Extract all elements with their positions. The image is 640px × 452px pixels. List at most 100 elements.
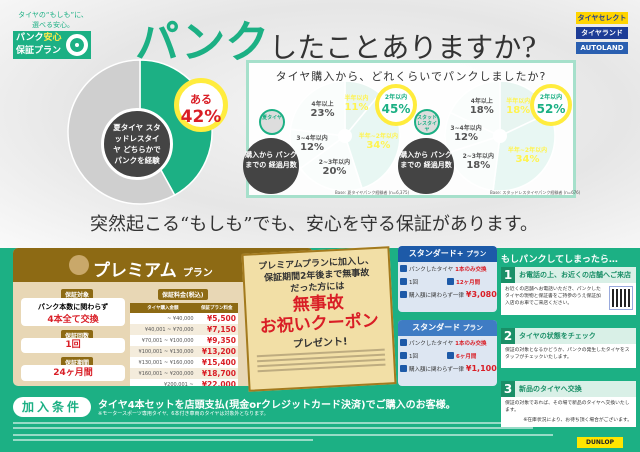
highlight-badge: 2年以内 45% xyxy=(375,84,417,126)
dunlop-logo: DUNLOP xyxy=(577,437,623,448)
center-label: 購入から パンクまでの 経過月数 xyxy=(398,138,454,194)
base-text: Base: スタッドレスタイヤパンク経験者 (n=676) xyxy=(490,190,581,195)
target-icon xyxy=(400,265,407,272)
fee-range: ¥200,001 ~ xyxy=(163,381,194,387)
target-text: パンクしたタイヤ xyxy=(409,266,454,273)
period-value: 24ヶ月間 xyxy=(21,365,125,381)
coupon-ticket: プレミアムプランに加入し、 保証期間2年後まで無事故 だった方には 無事故 お祝いクー… xyxy=(241,246,397,392)
pie-label: 3~4年以内 12% xyxy=(446,124,486,143)
slice-label: 半年以内 xyxy=(506,98,531,106)
pie-label: 4年以上 23% xyxy=(303,100,343,119)
page-title: パンクしたことありますか? xyxy=(135,6,536,70)
standard-plan: スタンダード プラン パンクしたタイヤ 1本のみ交換 1回 6ヶ月間 購入額に関わら… xyxy=(398,320,497,386)
brand-logo: AUTOLAND xyxy=(576,42,628,54)
highlight-label: 2年以内 xyxy=(384,94,408,101)
target-label: 保証対象 xyxy=(61,289,94,300)
slice-label: 半年~2年以内 xyxy=(358,133,398,141)
fee-row: ¥70,001 ~ ¥100,000 ¥9,350 xyxy=(130,335,238,346)
fee-range: ~ ¥40,000 xyxy=(167,315,194,322)
count-label: 保証回数 xyxy=(61,330,94,341)
count-icon xyxy=(400,352,407,359)
highlight-badge: 2年以内 52% xyxy=(530,84,572,126)
tire-type-chip: 夏タイヤ xyxy=(259,109,285,135)
fee-row: ¥160,001 ~ ¥200,000 ¥18,700 xyxy=(130,368,238,379)
fee-row: ¥200,001 ~ ¥22,000 xyxy=(130,379,238,386)
count-value: 1回 xyxy=(409,279,418,286)
fee-icon xyxy=(400,291,407,298)
fee-value: ¥1,100 xyxy=(465,364,497,373)
experience-badge: ある 42% xyxy=(174,78,228,132)
slice-value: 34% xyxy=(366,140,391,152)
slice-value: 34% xyxy=(515,153,540,165)
fee-header: 保証プラン料金 xyxy=(195,303,238,313)
target-icon xyxy=(400,339,407,346)
chip-text: 夏タイヤ xyxy=(262,115,282,121)
step-body: 保証の対象であれば、その場で新品のタイヤへ交換いたします。 xyxy=(505,401,630,413)
fee-text: 購入額に関わらず一律 xyxy=(409,366,464,373)
fee-table: タイヤ購入金額 保証プラン料金 ~ ¥40,000 ¥5,500 ¥40,001 ~ ¥… xyxy=(130,303,238,386)
target-value: 4本全て交換 xyxy=(47,315,99,325)
plan-suffix: プラン xyxy=(466,250,487,258)
fee-header: タイヤ購入金額 xyxy=(130,303,196,313)
premium-title: プレミアム xyxy=(93,261,177,281)
slice-label: 4年以上 xyxy=(470,98,493,106)
slice-value: 18% xyxy=(469,105,494,117)
fee-price: ¥5,500 xyxy=(207,314,236,323)
fee-range: ¥40,001 ~ ¥70,000 xyxy=(130,324,196,335)
count-value: 1回 xyxy=(21,338,125,353)
slice-value: 12% xyxy=(300,142,325,154)
fee-price: ¥7,150 xyxy=(195,324,238,335)
target-value: 1本のみ交換 xyxy=(455,340,487,347)
qr-code[interactable] xyxy=(609,286,633,310)
premium-suffix: プラン xyxy=(182,268,213,279)
fee-range: ¥70,001 ~ ¥100,000 xyxy=(141,337,194,344)
brand-logo: タイヤセレクト xyxy=(576,12,628,24)
fee-row: ¥40,001 ~ ¥70,000 ¥7,150 xyxy=(130,324,238,335)
steps-title: もしパンクしてしまったら… xyxy=(501,255,618,265)
badge-label: ある xyxy=(190,93,212,106)
slice-value: 11% xyxy=(344,102,369,113)
step-number: 1 xyxy=(501,267,515,283)
step-2: 2 タイヤの状態をチェック 保証の対象となるかどうか、パンクの発生したタイヤをスタッ… xyxy=(501,328,636,368)
fine-print xyxy=(13,434,553,436)
logo-text: パンク xyxy=(16,33,44,43)
chip-text: スタッドレスタイヤ xyxy=(416,115,437,133)
center-text: 購入から パンクまでの 経過月数 xyxy=(245,151,297,169)
pie-label: 3~4年以内 12% xyxy=(292,134,332,154)
step-number: 2 xyxy=(501,328,515,344)
logo-text: 保証プラン xyxy=(16,46,62,56)
tire-type-chip: スタッドレスタイヤ xyxy=(414,109,440,135)
fee-price: ¥22,000 xyxy=(201,380,236,386)
slice-value: 18% xyxy=(506,105,531,117)
pie-label: 半年~2年以内 34% xyxy=(508,146,548,165)
join-conditions-label: 加入条件 xyxy=(13,397,91,417)
fee-range: ¥130,001 ~ ¥160,000 xyxy=(138,359,194,366)
period-value: 12ヶ月間 xyxy=(456,279,481,286)
fee-price: ¥13,200 xyxy=(195,346,238,357)
highlight-value: 52% xyxy=(536,102,566,116)
fee-row: ¥130,001 ~ ¥160,000 ¥15,400 xyxy=(130,357,238,368)
pie-label: 2~3年以内 20% xyxy=(314,158,354,177)
step-body: お近くの店舗へお電話いただき、パンクしたタイヤの現物と保証書をご持参のうえ保証加… xyxy=(505,287,601,306)
slice-label: 半年以内 xyxy=(344,95,369,102)
badge-value: 42% xyxy=(180,107,222,127)
target-value: 1本のみ交換 xyxy=(455,266,487,273)
pie-label: 2~3年以内 18% xyxy=(458,152,498,172)
survey-title: タイヤ購入から、どれくらいでパンクしましたか? xyxy=(275,70,547,83)
slice-label: 3~4年以内 xyxy=(296,135,328,143)
slice-label: 2~3年以内 xyxy=(318,159,351,167)
pie-label: 4年以上 18% xyxy=(462,97,502,117)
base-note: Base: 夏タイヤパンク経験者 (n=6,375) xyxy=(335,190,409,196)
standard-plus-plan: スタンダード+ プラン パンクしたタイヤ 1本のみ交換 1回 12ヶ月間 購入額に関… xyxy=(398,246,497,312)
experience-center-label: 夏タイヤ スタッドレスタイヤ どちらかで パンクを経験 xyxy=(101,108,173,180)
step-1: 1 お電話の上、お近くの店舗へご来店 お近くの店舗へお電話いただき、パンクしたタイヤ… xyxy=(501,267,636,315)
pie-label: 半年~2年以内 34% xyxy=(358,132,398,152)
center-text: 購入から パンクまでの 経過月数 xyxy=(400,151,452,169)
step-title: 新品のタイヤへ交換 xyxy=(519,385,582,393)
slice-value: 18% xyxy=(466,160,491,172)
fee-row: ~ ¥40,000 ¥5,500 xyxy=(130,313,238,324)
step-number: 3 xyxy=(501,381,515,397)
highlight-label: 2年以内 xyxy=(539,94,563,101)
join-conditions-text: タイヤ4本セットを店頭支払(現金orクレジットカード決済)でご購入のお客様。 xyxy=(98,400,456,411)
join-conditions-note: ※モータースポーツ専用タイヤ、6本付き車両のタイヤは対象外となります。 xyxy=(98,411,269,417)
